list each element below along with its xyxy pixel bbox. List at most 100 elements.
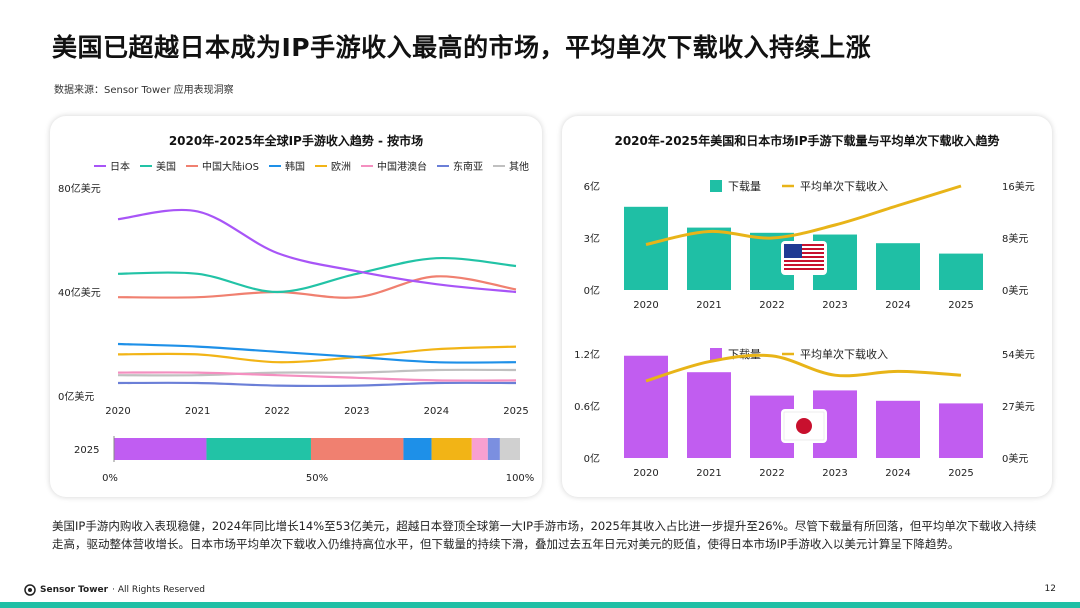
flag-stripe (784, 260, 824, 262)
series-line-日本 (117, 208, 517, 294)
left-tick-label: 1.2亿 (574, 348, 600, 361)
left-tick-label: 6亿 (584, 180, 600, 193)
brand-name: Sensor Tower (40, 585, 109, 595)
x-tick-label: 2024 (424, 406, 449, 417)
download-bar-2025 (939, 403, 983, 458)
share-tick-label: 100% (506, 473, 535, 484)
right-tick-label: 8美元 (1002, 232, 1028, 245)
flag-disc (796, 418, 812, 434)
legend-label: 欧洲 (331, 161, 351, 173)
share-segment-韩国 (403, 438, 432, 460)
right-tick-label: 16美元 (1002, 180, 1035, 193)
x-tick-label: 2024 (885, 468, 910, 479)
flag-canton (784, 244, 802, 258)
x-tick-label: 2020 (633, 468, 658, 479)
x-tick-label: 2021 (696, 468, 721, 479)
flag-stripe (784, 252, 824, 254)
share-segment-美国 (206, 438, 311, 460)
legend-label: 中国港澳台 (377, 160, 427, 173)
flag-stripe (784, 256, 824, 258)
x-tick-label: 2023 (344, 406, 369, 417)
series-line-欧洲 (117, 345, 517, 364)
download-bar-2020 (624, 206, 668, 290)
flag-stripe (784, 254, 824, 256)
flag-stripe (784, 266, 824, 268)
legend-line-label: 平均单次下载收入 (800, 347, 888, 361)
flag-stripe (784, 258, 824, 260)
x-tick-label: 2025 (948, 468, 973, 479)
y-tick-label: 0亿美元 (58, 390, 94, 403)
flag-stripe (784, 264, 824, 266)
flag-stripe (784, 268, 824, 270)
x-tick-label: 2020 (105, 406, 130, 417)
y-tick-label: 40亿美元 (58, 286, 101, 299)
market-revenue-chart: 日本 美国 中国大陆iOS 韩国 欧洲 中国港澳台 东南亚 其他 0亿美元 40亿美元 80亿美元 2… (58, 160, 535, 484)
data-source: 数据来源：Sensor Tower 应用表现洞察 (54, 85, 234, 96)
download-bar-2024 (876, 400, 920, 458)
series-line-美国 (117, 256, 517, 294)
x-tick-label: 2022 (264, 406, 289, 417)
legend-label: 美国 (156, 160, 176, 173)
legend-bar-label: 下载量 (728, 180, 761, 193)
x-tick-label: 2023 (822, 468, 847, 479)
legend-label: 中国大陆iOS (202, 160, 259, 173)
share-segment-中国港澳台 (471, 438, 488, 460)
download-bar-2021 (687, 227, 731, 290)
left-tick-label: 0亿 (584, 452, 600, 465)
series-line-中国港澳台 (117, 371, 517, 382)
x-tick-label: 2025 (503, 406, 528, 417)
series-line-韩国 (117, 342, 517, 364)
x-tick-label: 2021 (696, 300, 721, 311)
series-line-东南亚 (117, 381, 517, 388)
legend-label: 韩国 (285, 160, 305, 173)
right-tick-label: 0美元 (1002, 284, 1028, 297)
left-tick-label: 0.6亿 (574, 400, 600, 413)
us-flag-icon (781, 241, 827, 275)
legend-line-label: 平均单次下载收入 (800, 179, 888, 193)
x-tick-label: 2025 (948, 300, 973, 311)
x-tick-label: 2021 (185, 406, 210, 417)
flag-stripe (784, 270, 824, 272)
description-text: 美国IP手游内购收入表现稳健，2024年同比增长14%至53亿美元，超越日本登顶… (52, 519, 1037, 551)
share-segment-日本 (114, 438, 207, 460)
download-bar-2025 (939, 253, 983, 290)
share-tick-label: 50% (306, 473, 328, 484)
share-segment-东南亚 (487, 438, 500, 460)
flag-stripe (784, 248, 824, 250)
series-line-中国大陆iOS (117, 275, 517, 299)
download-bar-2024 (876, 243, 920, 290)
share-bar-label: 2025 (74, 445, 99, 456)
chart-title: 2020年-2025年全球IP手游收入趋势 - 按市场 (168, 134, 424, 148)
legend-bar-swatch (710, 348, 722, 360)
japan-flag-icon (781, 409, 827, 443)
share-segment-欧洲 (431, 438, 472, 460)
flag-stripe (784, 246, 824, 248)
x-tick-label: 2023 (822, 300, 847, 311)
arpd-line (645, 353, 962, 383)
arpd-line (645, 184, 962, 246)
legend-label: 日本 (110, 160, 130, 173)
right-tick-label: 0美元 (1002, 452, 1028, 465)
legend-label: 其他 (509, 160, 529, 173)
flag-stripe (784, 262, 824, 264)
chart-title: 2020年-2025年美国和日本市场IP手游下载量与平均单次下载收入趋势 (614, 134, 1000, 148)
x-tick-label: 2022 (759, 300, 784, 311)
share-tick-label: 0% (102, 473, 118, 484)
flag-stripe (784, 244, 824, 246)
download-bar-2021 (687, 372, 731, 458)
y-tick-label: 80亿美元 (58, 182, 101, 195)
legend-label: 东南亚 (453, 160, 483, 173)
left-tick-label: 3亿 (584, 232, 600, 245)
left-tick-label: 0亿 (584, 284, 600, 297)
share-segment-中国大陆iOS (310, 438, 404, 460)
flag-stripe (784, 250, 824, 252)
series-line-其他 (117, 368, 517, 377)
download-bar-2020 (624, 355, 668, 458)
x-tick-label: 2020 (633, 300, 658, 311)
right-tick-label: 27美元 (1002, 400, 1035, 413)
footer-brand: Sensor Tower · All Rights Reserved (24, 584, 205, 596)
right-tick-label: 54美元 (1002, 348, 1035, 361)
us-japan-downloads-card: 2020年-2025年美国和日本市场IP手游下载量与平均单次下载收入趋势 下载量… (562, 116, 1052, 497)
x-tick-label: 2022 (759, 468, 784, 479)
x-tick-label: 2024 (885, 300, 910, 311)
